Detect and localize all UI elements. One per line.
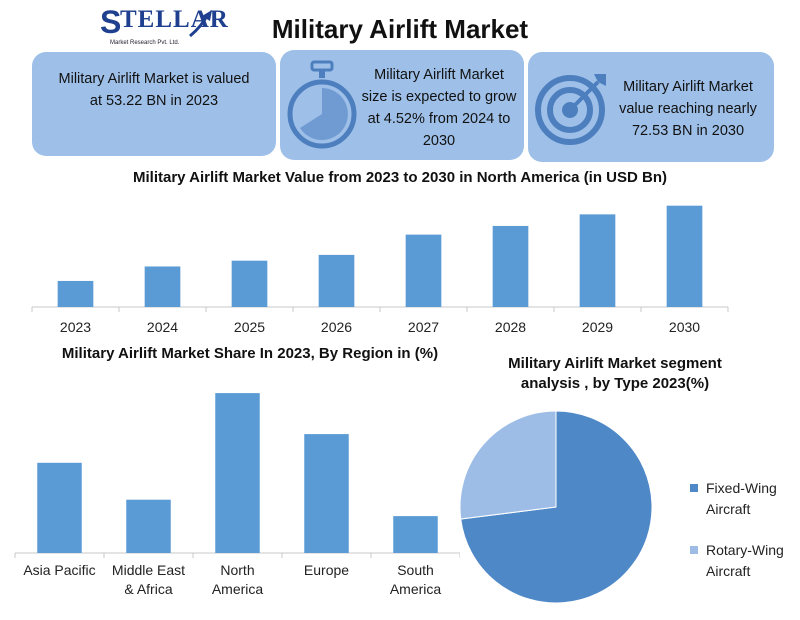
card-valued-text: Military Airlift Market is valued at 53.… xyxy=(58,71,250,109)
target-icon xyxy=(535,74,606,145)
card-growth: Military Airlift Market size is expected… xyxy=(280,50,524,160)
chart3-title: Military Airlift Market segment analysis… xyxy=(508,355,722,392)
bar-2027 xyxy=(405,234,442,307)
bar-2030 xyxy=(666,205,703,307)
region-share-bar-chart: Asia Pacific Middle East & Africa North Amer… xyxy=(14,393,460,597)
legend-fixed-wing: Fixed-Wing Aircraft xyxy=(690,478,800,522)
x-tick-label: 2024 xyxy=(147,319,178,335)
logo-s-icon: S xyxy=(100,6,121,40)
svg-text:S: S xyxy=(100,6,121,40)
bar-2024 xyxy=(144,266,181,307)
chart1-title: Military Airlift Market Value from 2023 … xyxy=(132,169,668,186)
x-tick-label: Middle East & Africa xyxy=(112,562,185,597)
bar-south-america xyxy=(393,516,438,553)
x-tick-label: Asia Pacific xyxy=(23,562,95,578)
stopwatch-icon xyxy=(287,60,357,149)
bar-middle-east-africa xyxy=(126,499,171,553)
card-valued: Military Airlift Market is valued at 53.… xyxy=(32,52,276,156)
bar-2029 xyxy=(579,214,616,307)
arrow-swoosh-icon xyxy=(189,10,212,38)
chart2-title: Military Airlift Market Share In 2023, B… xyxy=(61,345,439,362)
legend-rotary-wing-swatch xyxy=(690,546,698,554)
stellar-logo: S TELLAR Market Research Pvt. Ltd. xyxy=(100,6,228,52)
bar-north-america xyxy=(215,393,260,553)
x-tick-label: 2028 xyxy=(495,319,526,335)
card-reaching: Military Airlift Market value reaching n… xyxy=(528,52,774,162)
x-tick-label: Europe xyxy=(304,562,349,578)
x-tick-label: South America xyxy=(390,562,442,597)
type-pie-chart xyxy=(459,410,653,604)
north-america-bar-chart: 2023 2024 2025 2026 2027 2028 2029 2030 xyxy=(31,205,729,335)
bar-2025 xyxy=(231,260,268,307)
bar-asia-pacific xyxy=(37,462,82,553)
x-tick-label: 2029 xyxy=(582,319,613,335)
bar-europe xyxy=(304,434,349,553)
pie-slice-rotary-wing-aircraft xyxy=(459,410,557,520)
x-tick-label: 2030 xyxy=(669,319,700,335)
card-growth-text: Military Airlift Market size is expected… xyxy=(361,67,517,149)
legend-rotary-wing: Rotary-Wing Aircraft xyxy=(690,540,800,584)
legend-rotary-wing-label: Rotary-Wing Aircraft xyxy=(706,542,784,579)
x-tick-label: 2026 xyxy=(321,319,352,335)
card-reaching-text: Military Airlift Market value reaching n… xyxy=(619,79,757,139)
page-title: Military Airlift Market xyxy=(271,14,529,44)
legend-fixed-wing-swatch xyxy=(690,484,698,492)
bar-2026 xyxy=(318,254,355,307)
x-tick-label: 2025 xyxy=(234,319,265,335)
bar-2023 xyxy=(57,280,94,307)
bar-2028 xyxy=(492,225,529,307)
x-tick-label: 2027 xyxy=(408,319,439,335)
legend-fixed-wing-label: Fixed-Wing Aircraft xyxy=(706,480,777,517)
x-tick-label: 2023 xyxy=(60,319,91,335)
logo-subtitle: Market Research Pvt. Ltd. xyxy=(110,40,180,46)
x-tick-label: North America xyxy=(212,562,264,597)
